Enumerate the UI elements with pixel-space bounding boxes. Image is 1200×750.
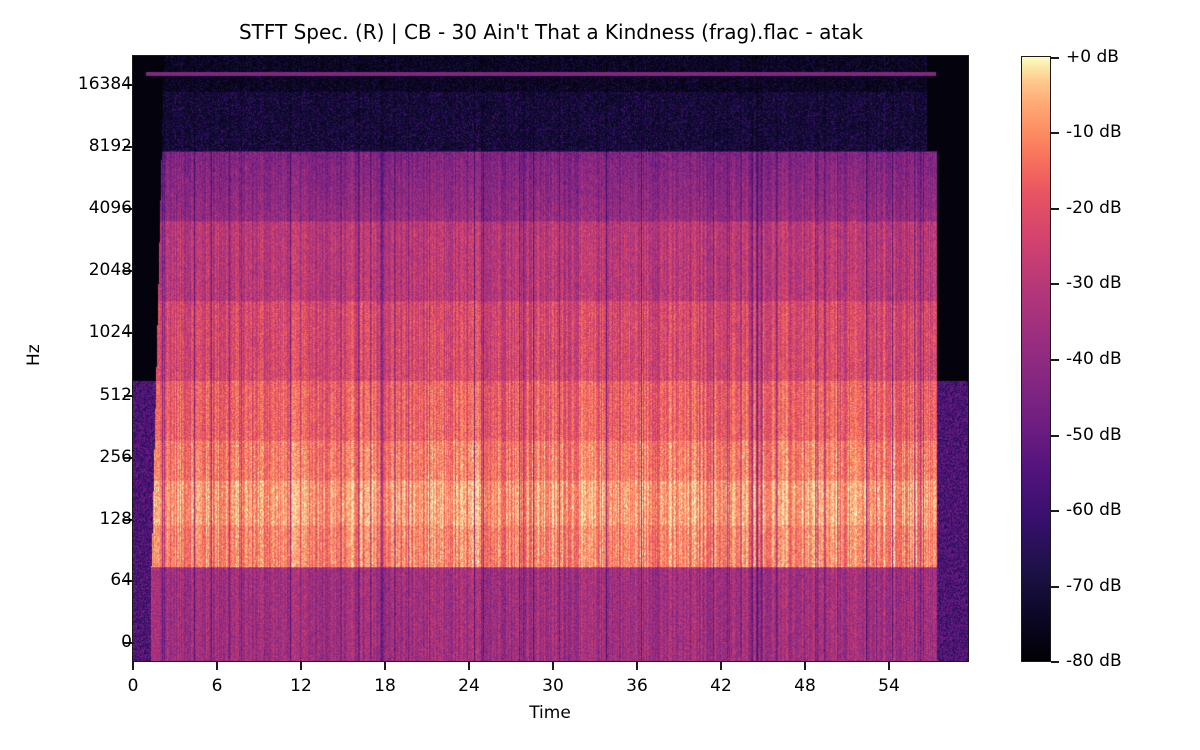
x-tick-mark — [636, 662, 638, 670]
x-tick-label: 42 — [710, 676, 732, 696]
y-tick-label: 256 — [99, 447, 132, 467]
colorbar-tick-mark — [1051, 283, 1059, 285]
colorbar-tick-mark — [1051, 208, 1059, 210]
y-tick-mark — [124, 395, 132, 397]
y-tick-mark — [124, 580, 132, 582]
colorbar-tick-mark — [1051, 132, 1059, 134]
colorbar-tick-label: -80 dB — [1066, 651, 1122, 671]
colorbar-tick-mark — [1051, 586, 1059, 588]
y-tick-mark — [124, 332, 132, 334]
y-tick-label: 16384 — [77, 74, 132, 94]
colorbar-tick-label: -10 dB — [1066, 122, 1122, 142]
y-tick-label: 8192 — [88, 136, 132, 156]
y-tick-label: 1024 — [88, 322, 132, 342]
colorbar-tick-mark — [1051, 359, 1059, 361]
colorbar-tick-mark — [1051, 510, 1059, 512]
chart-title: STFT Spec. (R) | CB - 30 Ain't That a Ki… — [238, 20, 864, 44]
x-axis-label-text: Time — [529, 703, 571, 723]
colorbar-tick-label: -40 dB — [1066, 349, 1122, 369]
x-tick-mark — [216, 662, 218, 670]
y-tick-mark — [124, 642, 132, 644]
colorbar-tick-label: -30 dB — [1066, 273, 1122, 293]
y-tick-mark — [124, 270, 132, 272]
y-tick-mark — [124, 519, 132, 521]
colorbar-tick-mark — [1051, 661, 1059, 663]
x-tick-mark — [132, 662, 134, 670]
x-tick-label: 6 — [211, 676, 223, 696]
x-tick-mark — [804, 662, 806, 670]
spectrogram-heatmap — [133, 56, 968, 661]
y-tick-label: 0 — [121, 632, 132, 652]
x-tick-mark — [888, 662, 890, 670]
colorbar-tick-label: -50 dB — [1066, 425, 1122, 445]
colorbar-tick-mark — [1051, 435, 1059, 437]
colorbar-tick-label: -20 dB — [1066, 198, 1122, 218]
y-tick-label: 2048 — [88, 260, 132, 280]
colorbar-tick-label: -70 dB — [1066, 576, 1122, 596]
x-tick-mark — [300, 662, 302, 670]
x-tick-mark — [552, 662, 554, 670]
x-tick-label: 0 — [127, 676, 139, 696]
x-tick-mark — [720, 662, 722, 670]
x-tick-label: 18 — [374, 676, 396, 696]
x-tick-label: 12 — [290, 676, 312, 696]
colorbar-tick-label: +0 dB — [1066, 47, 1119, 67]
x-tick-label: 24 — [458, 676, 480, 696]
x-tick-label: 54 — [878, 676, 900, 696]
y-tick-mark — [124, 84, 132, 86]
colorbar-tick-mark — [1051, 57, 1059, 59]
y-tick-mark — [124, 146, 132, 148]
y-tick-label: 4096 — [88, 198, 132, 218]
x-tick-mark — [384, 662, 386, 670]
x-tick-label: 30 — [542, 676, 564, 696]
y-tick-label: 64 — [110, 570, 132, 590]
x-tick-label: 36 — [626, 676, 648, 696]
y-tick-label: 128 — [99, 509, 132, 529]
y-axis-label: Hz — [24, 344, 44, 366]
y-tick-label: 512 — [99, 385, 132, 405]
x-tick-label: 48 — [794, 676, 816, 696]
spectrogram-plot-area — [132, 55, 969, 662]
x-tick-mark — [468, 662, 470, 670]
colorbar-tick-label: -60 dB — [1066, 500, 1122, 520]
colorbar — [1021, 56, 1051, 662]
y-tick-mark — [124, 457, 132, 459]
y-tick-mark — [124, 208, 132, 210]
